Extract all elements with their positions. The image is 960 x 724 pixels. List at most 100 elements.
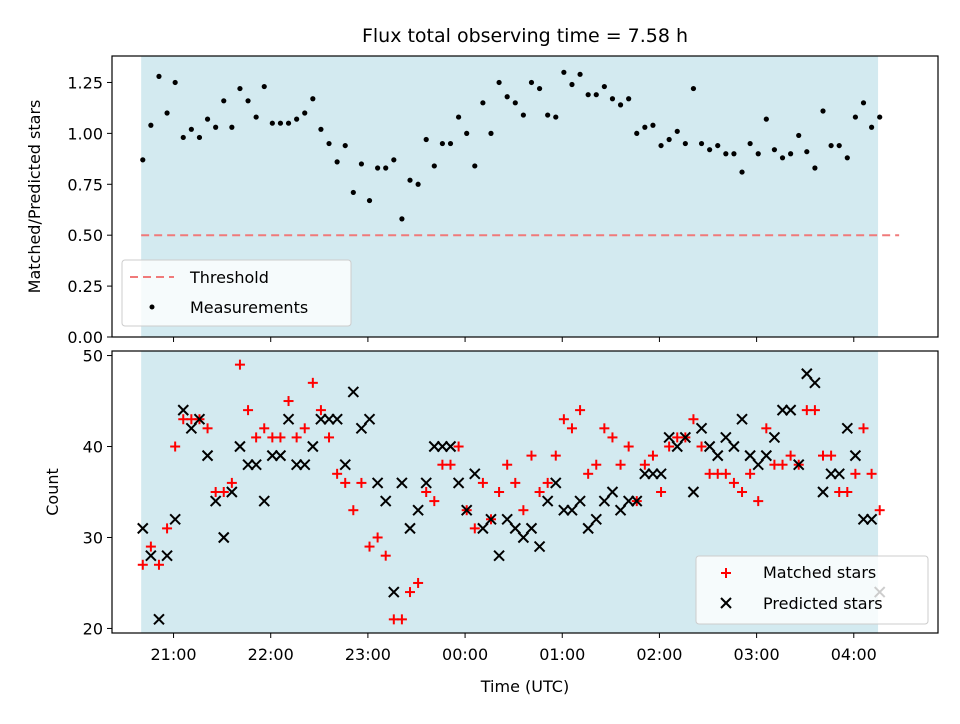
measurement-point xyxy=(698,140,705,147)
measurement-point xyxy=(626,96,632,102)
predicted-star-point xyxy=(290,459,303,471)
measurement-point xyxy=(771,147,778,153)
matched-star-point xyxy=(623,441,634,452)
matched-star-point xyxy=(558,414,569,425)
matched-legend-marker xyxy=(721,568,731,578)
measurement-point xyxy=(617,102,624,108)
x-marker-b xyxy=(558,504,570,516)
matched-star-point xyxy=(396,614,407,625)
matched-star-point xyxy=(720,468,731,479)
predicted-star-point xyxy=(647,468,659,480)
predicted-star-point xyxy=(752,459,764,471)
predicted-star-point xyxy=(201,449,214,462)
x-marker-b xyxy=(266,449,279,462)
measurement-point xyxy=(658,142,664,149)
measurement-point xyxy=(204,116,211,122)
x-marker-b xyxy=(347,386,360,398)
x-marker-b xyxy=(784,404,797,416)
matched-stars-points xyxy=(137,359,885,625)
predicted-star-point xyxy=(857,513,870,525)
x-marker-b xyxy=(703,440,716,453)
x-marker-b xyxy=(404,522,416,535)
predicted-star-point xyxy=(258,495,270,507)
x-marker-b xyxy=(452,477,465,489)
predicted-legend-swatch xyxy=(720,597,732,609)
matched-star-point xyxy=(575,405,586,416)
measurement-point xyxy=(755,151,761,157)
x-marker-b xyxy=(631,495,643,507)
predicted-star-point xyxy=(169,513,181,525)
measurements-legend-swatch xyxy=(149,304,155,310)
ratio-legend: Threshold Measurements xyxy=(121,259,352,327)
predicted-star-point xyxy=(250,459,262,471)
measurement-point xyxy=(796,132,802,139)
matched-star-point xyxy=(291,432,302,443)
x-tick-label: 03:00 xyxy=(734,645,780,664)
x-marker-b xyxy=(428,440,441,453)
matched-star-point xyxy=(307,377,318,388)
matched-star-point xyxy=(218,487,229,497)
x-marker-b xyxy=(720,597,732,609)
predicted-star-point xyxy=(266,449,279,462)
predicted-star-point xyxy=(841,422,854,435)
matched-star-point xyxy=(413,577,424,588)
predicted-star-point xyxy=(315,413,327,425)
matched-star-point xyxy=(324,432,335,443)
predicted-star-point xyxy=(582,522,594,535)
measurement-point xyxy=(285,120,292,126)
predicted-star-point xyxy=(849,449,862,462)
measurement-point xyxy=(455,114,462,120)
matched-star-point xyxy=(542,477,553,488)
x-marker-b xyxy=(801,368,813,380)
matched-star-point xyxy=(526,450,537,461)
x-marker-b xyxy=(396,477,408,489)
predicted-star-point xyxy=(469,468,481,480)
predicted-star-point xyxy=(695,422,708,435)
predicted-star-point xyxy=(193,413,206,425)
measurement-point xyxy=(383,165,389,171)
matched-star-point xyxy=(850,468,861,479)
x-marker-b xyxy=(817,486,829,498)
measurement-point xyxy=(779,155,786,161)
measurement-point xyxy=(707,147,713,153)
x-marker-b xyxy=(655,468,667,480)
x-marker-b xyxy=(323,413,335,425)
matched-star-point xyxy=(753,496,764,507)
x-marker-b xyxy=(307,440,319,453)
x-marker-b xyxy=(339,459,351,471)
count-axes-frame xyxy=(111,350,939,634)
predicted-star-point xyxy=(371,477,384,489)
predicted-star-point xyxy=(736,413,748,425)
predicted-star-point xyxy=(509,522,521,535)
measurement-point xyxy=(723,151,729,157)
measurement-point xyxy=(156,73,162,79)
matched-star-point xyxy=(826,450,837,461)
matched-star-point xyxy=(453,441,464,452)
x-marker-b xyxy=(825,468,837,480)
matched-star-point xyxy=(518,505,529,516)
ratio-y-axis-label: Matched/Predicted stars xyxy=(25,100,44,294)
predicted-star-point xyxy=(501,513,513,525)
x-marker-b xyxy=(234,440,246,453)
matched-star-point xyxy=(162,523,173,534)
measurement-point xyxy=(731,151,737,157)
matched-star-point xyxy=(348,505,359,516)
x-marker-b xyxy=(590,513,602,525)
measurement-point xyxy=(480,100,486,106)
measurement-point xyxy=(358,161,365,167)
matched-star-point xyxy=(599,423,610,434)
threshold-legend-label: Threshold xyxy=(189,268,269,287)
measurement-point xyxy=(747,140,753,147)
measurement-point xyxy=(172,79,178,86)
x-marker-b xyxy=(137,522,149,535)
x-marker-b xyxy=(509,522,521,535)
measurement-point xyxy=(472,163,478,169)
matched-star-point xyxy=(340,477,351,488)
x-tick-label: 22:00 xyxy=(248,645,294,664)
x-marker-b xyxy=(388,586,400,598)
matched-star-point xyxy=(591,459,602,470)
x-marker-b xyxy=(517,531,530,544)
matched-star-point xyxy=(299,423,310,434)
measurement-point xyxy=(302,110,308,116)
x-marker-b xyxy=(193,413,206,425)
